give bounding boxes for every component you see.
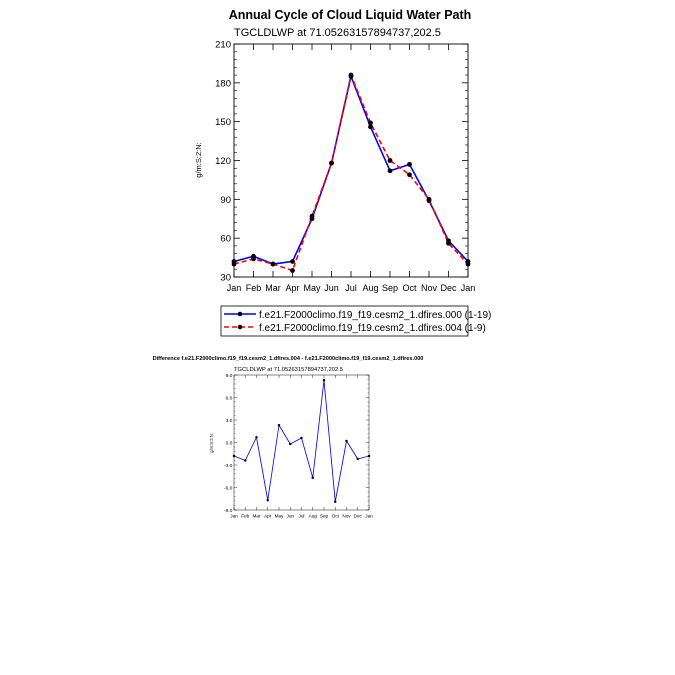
- data-point-series-2: [231, 261, 237, 267]
- series-line-1: [233, 75, 469, 265]
- data-point-series-2: [446, 240, 451, 246]
- data-point-series-1: [368, 124, 373, 130]
- data-point-series-1: [289, 442, 292, 446]
- x-tick-label: Jun: [324, 283, 339, 293]
- data-point-series-2: [290, 268, 295, 273]
- chart1-title: Annual Cycle of Cloud Liquid Water Path: [229, 8, 472, 22]
- data-point-series-2: [348, 72, 354, 78]
- data-point-series-1: [322, 379, 326, 382]
- y-tick-label: 90: [220, 195, 231, 206]
- data-point-series-1: [277, 424, 281, 427]
- y-tick-label: 9.0: [226, 373, 233, 379]
- x-tick-label: May: [275, 513, 284, 518]
- chart1-subtitle: TGCLDLWP at 71.05263157894737,202.5: [234, 27, 441, 39]
- data-point-series-2: [368, 120, 373, 126]
- data-point-series-1: [255, 436, 258, 439]
- x-tick-label: Jan: [461, 283, 476, 293]
- x-tick-label: Dec: [440, 283, 457, 293]
- y-tick-label: 30: [220, 273, 231, 284]
- y-tick-label: -3.0: [224, 463, 233, 469]
- data-point-series-1: [311, 476, 314, 479]
- data-point-series-2: [465, 261, 471, 267]
- y-tick-label: 150: [215, 117, 231, 128]
- y-tick-label: 0.0: [226, 440, 233, 446]
- x-tick-label: Jun: [286, 513, 294, 518]
- data-point-series-2: [407, 172, 412, 178]
- chart1-legend: f.e21.F2000climo.f19_f19.cesm2_1.dfires.…: [220, 305, 491, 337]
- y-tick-label: 60: [220, 234, 231, 245]
- data-point-series-2: [309, 213, 315, 219]
- data-point-series-1: [244, 459, 247, 462]
- x-tick-label: Oct: [402, 283, 417, 293]
- data-point-series-1: [407, 161, 412, 167]
- legend-marker-series-1: [237, 311, 243, 317]
- x-tick-label: Oct: [332, 513, 340, 518]
- data-point-series-2: [270, 261, 276, 267]
- x-tick-label: Mar: [252, 513, 260, 518]
- data-point-series-2: [329, 160, 334, 166]
- data-point-series-2: [251, 256, 256, 262]
- chart2-subtitle: TGCLDLWP at 71.05263157894737,202.5: [234, 367, 343, 373]
- x-tick-label: Feb: [246, 283, 262, 293]
- series-line-1: [233, 379, 370, 503]
- y-tick-label: 6.0: [226, 395, 233, 401]
- legend-label-series-1: f.e21.F2000climo.f19_f19.cesm2_1.dfires.…: [259, 310, 491, 321]
- x-tick-label: Dec: [354, 513, 363, 518]
- data-point-series-2: [387, 158, 393, 163]
- data-point-series-1: [300, 436, 303, 440]
- data-point-series-1: [232, 454, 236, 458]
- data-point-series-2: [426, 196, 432, 202]
- x-tick-label: Aug: [362, 283, 378, 293]
- data-point-series-1: [367, 454, 371, 458]
- x-tick-label: Sep: [320, 513, 329, 518]
- data-point-series-1: [290, 259, 295, 264]
- y-tick-label: -6.0: [224, 485, 233, 491]
- x-tick-label: Apr: [264, 513, 272, 518]
- x-tick-label: May: [303, 283, 321, 293]
- x-tick-label: Jan: [227, 283, 242, 293]
- legend-label-series-2: f.e21.F2000climo.f19_f19.cesm2_1.dfires.…: [259, 323, 486, 334]
- x-tick-label: Apr: [285, 283, 299, 293]
- x-tick-label: Jan: [365, 513, 373, 518]
- x-tick-label: Feb: [241, 513, 249, 518]
- x-tick-label: Nov: [421, 283, 438, 293]
- chart2-title: Difference f.e21.F2000climo.f19_f19.cesm…: [153, 356, 424, 362]
- y-tick-label: 120: [215, 156, 231, 167]
- legend-marker-series-2: [237, 324, 243, 330]
- y-tick-label: 210: [215, 40, 231, 51]
- y-tick-label: 180: [215, 78, 231, 89]
- x-tick-label: Jan: [230, 513, 238, 518]
- data-point-series-1: [387, 168, 393, 174]
- y-tick-label: -9.0: [224, 508, 233, 514]
- chart1-ylabel: g/m:S:2:N:: [194, 142, 203, 177]
- y-tick-label: 3.0: [226, 418, 233, 424]
- data-point-series-1: [334, 500, 337, 503]
- x-tick-label: Nov: [342, 513, 351, 518]
- legend-box: [220, 305, 469, 337]
- series-line-2: [233, 74, 469, 272]
- data-point-series-1: [266, 499, 269, 502]
- x-tick-label: Sep: [382, 283, 398, 293]
- chart1-plot: 30 60 90 120 150 180 210 Jan Feb Mar Apr May Jun Jul A…: [215, 40, 475, 294]
- x-tick-label: Jul: [345, 283, 357, 293]
- data-point-series-1: [345, 439, 348, 443]
- data-point-series-1: [356, 457, 359, 461]
- x-tick-label: Jul: [299, 513, 305, 518]
- x-tick-label: Aug: [309, 513, 318, 518]
- chart2-ylabel: g/m:S:2:N:: [209, 433, 214, 453]
- x-tick-label: Mar: [265, 283, 281, 293]
